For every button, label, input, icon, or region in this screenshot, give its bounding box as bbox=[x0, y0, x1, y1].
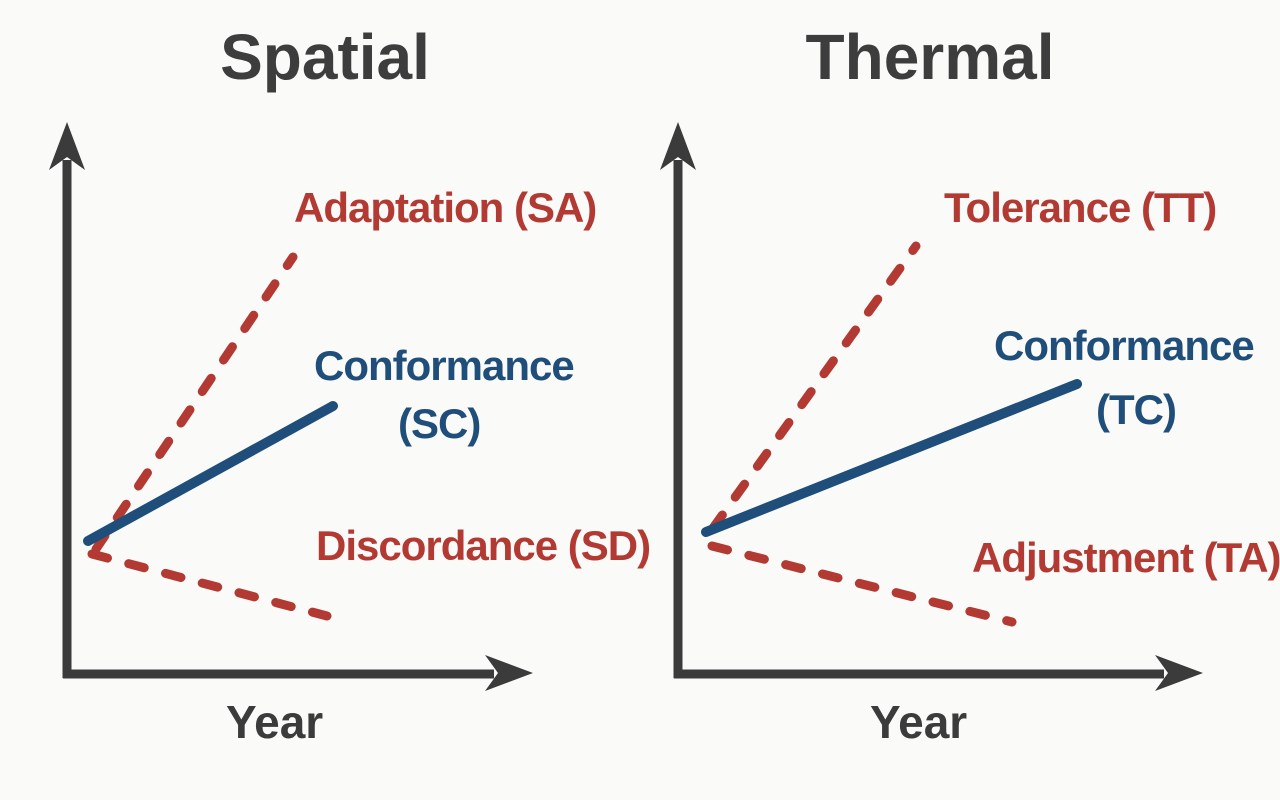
thermal-chart bbox=[660, 122, 1203, 691]
thermal-x-axis-label: Year bbox=[870, 696, 968, 748]
thermal-x-axis-arrowhead-icon bbox=[1155, 655, 1203, 691]
adjustment-ta-line bbox=[707, 541, 1017, 627]
spatial-title: Spatial bbox=[220, 21, 430, 93]
adjustment-ta-label: Adjustment (TA) bbox=[972, 534, 1280, 581]
discordance-sd-label: Discordance (SD) bbox=[316, 522, 651, 569]
spatial-x-axis-arrowhead-icon bbox=[485, 655, 533, 691]
tolerance-tt-label: Tolerance (TT) bbox=[944, 184, 1217, 231]
spatial-x-axis-label: Year bbox=[226, 696, 324, 748]
adaptation-sa-label: Adaptation (SA) bbox=[294, 184, 597, 231]
discordance-sd-line bbox=[87, 549, 332, 621]
tolerance-tt-line bbox=[708, 241, 921, 533]
spatial-y-axis-arrowhead-icon bbox=[49, 122, 85, 170]
conformance-tc-label-line1: Conformance bbox=[994, 322, 1255, 369]
thermal-y-axis-arrowhead-icon bbox=[660, 122, 696, 170]
conformance-sc-line bbox=[83, 401, 338, 546]
spatial-chart bbox=[49, 122, 533, 691]
conformance-sc-label-line2: (SC) bbox=[398, 400, 481, 447]
conformance-sc-label-line1: Conformance bbox=[314, 342, 575, 389]
adaptation-sa-line bbox=[91, 252, 298, 554]
conformance-tc-label-line2: (TC) bbox=[1096, 386, 1177, 433]
conformance-tc-line bbox=[701, 379, 1082, 537]
thermal-title: Thermal bbox=[805, 21, 1055, 93]
